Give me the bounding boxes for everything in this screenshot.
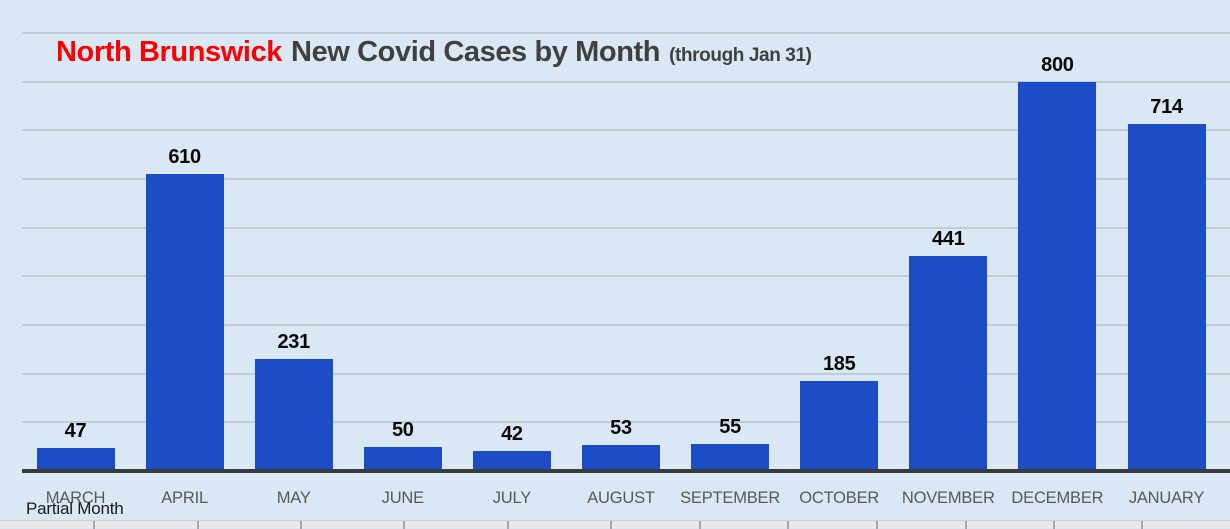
value-label-march: 47 <box>64 420 87 443</box>
value-label-january: 714 <box>1150 95 1183 118</box>
category-label-january: JANUARY <box>1128 489 1205 507</box>
cell-border <box>876 521 878 529</box>
bar-july <box>472 450 551 471</box>
value-label-november: 441 <box>932 228 965 251</box>
cell-border <box>1053 521 1055 529</box>
gridline-900 <box>22 32 1230 34</box>
bar-june <box>363 446 442 471</box>
spreadsheet-row-strip <box>0 520 1230 529</box>
value-label-september: 55 <box>719 416 741 439</box>
bar-october <box>800 381 879 471</box>
x-axis-line <box>22 469 1230 473</box>
category-label-december: DECEMBER <box>1011 489 1104 507</box>
value-label-july: 42 <box>501 422 523 445</box>
gridline-100 <box>22 421 1230 424</box>
bar-march <box>36 448 115 471</box>
gridline-300 <box>22 324 1230 326</box>
category-label-march: MARCH <box>45 489 106 507</box>
category-label-june: JUNE <box>381 489 424 507</box>
cell-border <box>197 521 199 529</box>
bar-december <box>1018 81 1097 471</box>
category-label-november: NOVEMBER <box>901 489 995 507</box>
value-label-august: 53 <box>610 417 632 440</box>
category-label-april: APRIL <box>161 489 208 507</box>
cell-border <box>699 521 701 529</box>
category-label-august: AUGUST <box>587 489 655 507</box>
chart-title-subtitle: (through Jan 31) <box>669 45 812 66</box>
gridline-400 <box>22 275 1230 278</box>
chart-title: North Brunswick New Covid Cases by Month… <box>56 36 812 69</box>
bar-september <box>691 444 770 471</box>
chart-title-main: New Covid Cases by Month <box>291 36 661 68</box>
cell-border <box>610 521 612 529</box>
value-label-december: 800 <box>1041 53 1074 76</box>
value-label-june: 50 <box>391 418 414 441</box>
cell-border <box>300 521 302 529</box>
value-label-april: 610 <box>168 146 201 169</box>
bar-may <box>254 358 333 471</box>
value-label-october: 185 <box>822 353 856 375</box>
category-label-may: MAY <box>276 489 311 507</box>
bar-april <box>145 174 224 471</box>
cell-border <box>93 521 95 529</box>
category-label-september: SEPTEMBER <box>680 489 781 507</box>
cell-border <box>507 521 509 529</box>
cell-border <box>787 521 789 529</box>
gridline-800 <box>22 80 1230 83</box>
bar-november <box>909 256 988 471</box>
cell-border <box>403 521 405 529</box>
bar-august <box>582 445 660 471</box>
partial-month-note: Partial Month <box>26 499 124 518</box>
bar-january <box>1127 123 1206 471</box>
gridline-600 <box>22 178 1230 180</box>
gridline-200 <box>22 372 1230 375</box>
gridline-500 <box>22 226 1230 229</box>
gridline-700 <box>22 129 1230 132</box>
category-label-july: JULY <box>492 489 532 507</box>
chart-title-highlight: North Brunswick <box>56 36 283 68</box>
value-label-may: 231 <box>277 330 310 353</box>
cell-border <box>1141 521 1143 529</box>
cell-border <box>965 521 967 529</box>
category-label-october: OCTOBER <box>799 489 880 507</box>
